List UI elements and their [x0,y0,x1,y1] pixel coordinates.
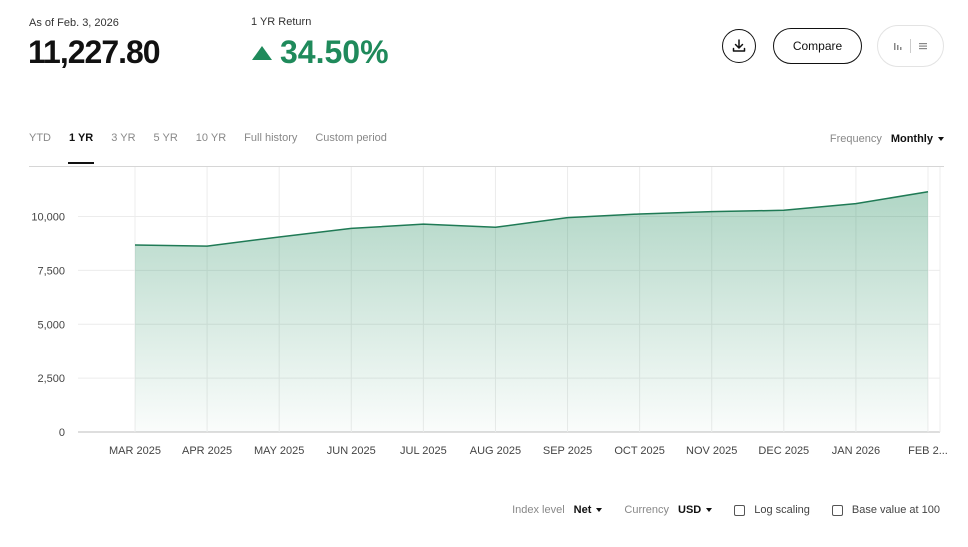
index-level-value: Net [573,504,592,516]
x-tick-label: OCT 2025 [614,445,665,457]
tab-full-history[interactable]: Full history [244,132,298,144]
tab-10yr[interactable]: 10 YR [195,132,227,144]
toggle-divider [910,39,911,53]
tab-ytd[interactable]: YTD [29,132,51,144]
frequency-select[interactable]: Monthly [891,133,944,145]
download-icon [732,39,746,52]
base-value-control[interactable]: Base value at 100 [831,504,940,516]
tab-custom-period[interactable]: Custom period [315,132,387,144]
x-tick-label: JAN 2026 [832,445,880,457]
chevron-down-icon [938,137,944,141]
tab-1yr[interactable]: 1 YR [67,132,95,164]
log-scaling-control[interactable]: Log scaling [734,504,810,516]
index-value: 11,227.80 [28,34,161,70]
log-scaling-checkbox[interactable] [734,504,746,516]
period-tabs: YTD 1 YR 3 YR 5 YR 10 YR Full history Cu… [29,132,405,164]
frequency-value: Monthly [890,133,933,145]
tab-5yr[interactable]: 5 YR [153,132,178,144]
view-toggle[interactable] [877,25,944,67]
x-tick-label: APR 2025 [182,445,232,457]
as-of-date: As of Feb. 3, 2026 [29,17,119,29]
x-tick-label: DEC 2025 [758,445,809,457]
tab-3yr[interactable]: 3 YR [111,132,136,144]
chart-controls: Index level Net Currency USD Log scaling… [490,504,940,516]
series-area-fill [135,191,928,432]
download-button[interactable] [722,29,756,63]
base-value-checkbox[interactable] [831,504,843,516]
return-value: 34.50% [280,34,389,70]
currency-control: Currency USD [624,504,713,516]
frequency-label: Frequency [829,133,882,145]
x-tick-label: SEP 2025 [543,445,592,457]
x-tick-label: NOV 2025 [686,445,737,457]
index-level-control: Index level Net [512,504,603,516]
y-tick-label: 2,500 [37,373,65,385]
x-tick-label: FEB 2... [908,445,948,457]
log-scaling-label: Log scaling [754,504,810,516]
x-axis: MAR 2025 APR 2025 MAY 2025 JUN 2025 JUL 2025… [109,445,948,457]
x-tick-label: AUG 2025 [470,445,521,457]
chevron-down-icon [706,508,713,512]
y-axis: 0 2,500 5,000 7,500 10,000 [31,212,65,439]
tabs-divider [29,166,944,167]
x-tick-label: MAY 2025 [254,445,304,457]
chevron-down-icon [596,508,603,512]
compare-button[interactable]: Compare [773,28,862,64]
index-level-label: Index level [512,504,565,516]
return-value-group: 34.50% [252,34,389,71]
y-tick-label: 10,000 [31,212,65,224]
currency-value: USD [678,504,702,516]
up-arrow-icon [252,45,272,60]
list-icon[interactable] [917,40,929,52]
chart-area [134,191,929,432]
frequency-control: Frequency Monthly [830,133,944,145]
bar-chart-icon[interactable] [892,40,904,52]
base-value-label: Base value at 100 [851,504,940,516]
index-level-select[interactable]: Net [574,504,603,516]
y-tick-label: 0 [59,427,65,439]
currency-label: Currency [624,504,670,516]
series-line [134,191,929,247]
x-tick-label: JUL 2025 [400,445,447,457]
x-tick-label: MAR 2025 [109,445,161,457]
y-tick-label: 7,500 [37,265,65,277]
currency-select[interactable]: USD [678,504,713,516]
y-tick-label: 5,000 [37,319,65,331]
return-label: 1 YR Return [251,16,312,28]
x-tick-label: JUN 2025 [327,445,376,457]
